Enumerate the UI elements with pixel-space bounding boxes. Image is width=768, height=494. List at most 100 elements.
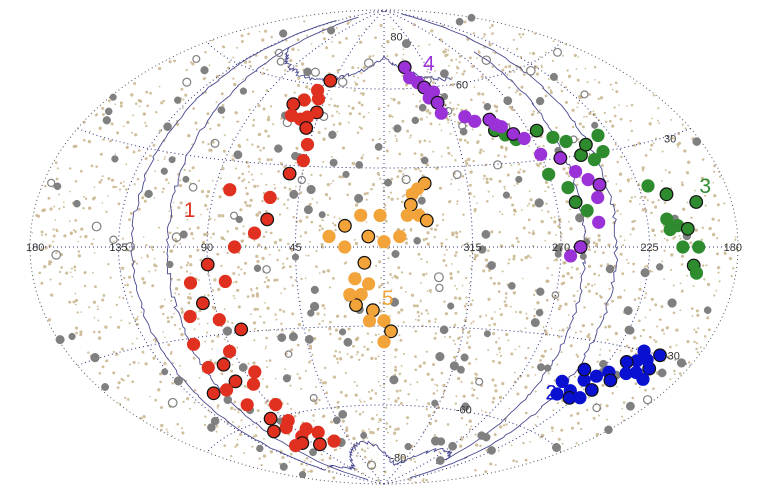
background-source-dot [261, 199, 264, 203]
background-source-dot [132, 114, 135, 117]
background-source-dot [558, 291, 560, 294]
gray-source-dot [605, 264, 615, 274]
background-source-dot [492, 396, 496, 400]
background-source-dot [623, 289, 626, 292]
background-source-dot [174, 287, 179, 291]
background-source-dot [428, 43, 431, 46]
background-source-dot [308, 344, 312, 348]
background-source-dot [470, 250, 474, 253]
background-source-dot [335, 357, 339, 361]
background-source-dot [157, 226, 160, 229]
background-source-dot [55, 251, 58, 254]
background-source-dot [499, 354, 503, 358]
group-3-point [591, 128, 605, 142]
group-5-point [377, 235, 391, 249]
background-source-dot [305, 34, 309, 37]
background-source-dot [576, 290, 579, 293]
background-source-dot [336, 104, 340, 108]
background-source-dot [359, 92, 362, 95]
background-source-dot [415, 399, 418, 401]
background-source-dot [109, 316, 112, 319]
background-source-dot [526, 254, 530, 258]
background-source-dot [275, 278, 279, 282]
longitude-tick-label: 315 [463, 242, 481, 254]
background-source-dot [282, 265, 286, 269]
background-source-dot [326, 182, 330, 187]
background-source-dot [414, 355, 417, 358]
background-source-dot [696, 313, 700, 317]
background-source-dot [194, 121, 198, 125]
background-source-dot [280, 328, 284, 332]
contour-line-outer-right [401, 13, 619, 479]
background-source-dot [377, 479, 380, 482]
background-source-dot [637, 297, 641, 300]
background-source-dot [220, 236, 224, 240]
background-source-dot [135, 323, 138, 325]
latitude-tick-label: -60 [456, 405, 472, 417]
background-source-dot [692, 285, 695, 288]
background-source-dot [188, 227, 192, 231]
gray-source-dot [318, 211, 326, 219]
background-source-dot [639, 334, 643, 338]
background-source-dot [87, 139, 92, 144]
background-source-dot [142, 415, 146, 419]
background-source-dot [119, 101, 123, 105]
gray-source-dot [625, 401, 635, 411]
background-source-dot [315, 385, 317, 388]
background-source-dot [254, 434, 258, 438]
background-source-dot [256, 259, 260, 264]
background-source-dot [715, 289, 718, 292]
background-source-dot [185, 211, 188, 215]
background-source-dot [311, 353, 314, 356]
background-source-dot [522, 226, 526, 230]
background-source-dot [363, 345, 366, 348]
background-source-dot [164, 156, 167, 158]
background-source-dot [379, 23, 383, 27]
background-source-dot [414, 368, 418, 372]
background-source-dot [157, 159, 160, 162]
group-4-point [568, 165, 583, 179]
background-source-dot [632, 262, 636, 266]
background-source-dot [295, 220, 299, 224]
background-source-dot [547, 78, 550, 81]
background-source-dot [486, 200, 489, 203]
background-source-dot [170, 315, 174, 319]
background-source-dot [631, 396, 635, 400]
background-source-dot [142, 236, 145, 238]
background-source-dot [358, 126, 361, 129]
background-source-dot [230, 455, 233, 458]
background-source-dot [711, 232, 716, 237]
background-source-dot [354, 337, 359, 342]
background-source-dot [492, 281, 496, 286]
background-source-dot [162, 330, 165, 333]
gray-source-dot [389, 375, 399, 385]
background-source-dot [267, 278, 271, 282]
background-source-dot [530, 256, 532, 259]
gray-source-dot [452, 170, 462, 180]
background-source-dot [284, 368, 287, 370]
background-source-dot [430, 227, 433, 231]
background-source-dot [204, 51, 207, 54]
background-source-dot [476, 57, 478, 59]
background-source-dot [222, 46, 226, 49]
background-source-dot [455, 107, 458, 110]
background-source-dot [183, 168, 186, 172]
background-source-dot [588, 93, 591, 96]
background-source-dot [237, 425, 241, 428]
background-source-dot [362, 438, 365, 442]
background-source-dot [310, 43, 313, 45]
group-3-point [568, 195, 583, 210]
background-source-dot [394, 53, 398, 57]
background-source-dot [312, 419, 315, 422]
background-source-dot [208, 217, 212, 221]
background-source-dot [284, 93, 288, 97]
background-source-dot [182, 400, 185, 403]
background-source-dot [126, 283, 129, 287]
background-source-dot [239, 433, 243, 437]
background-source-dot [295, 146, 299, 150]
gray-source-dot [207, 423, 216, 432]
group-3-point [663, 222, 677, 237]
background-source-dot [429, 291, 432, 294]
background-source-dot [352, 344, 355, 348]
background-source-dot [531, 366, 534, 369]
